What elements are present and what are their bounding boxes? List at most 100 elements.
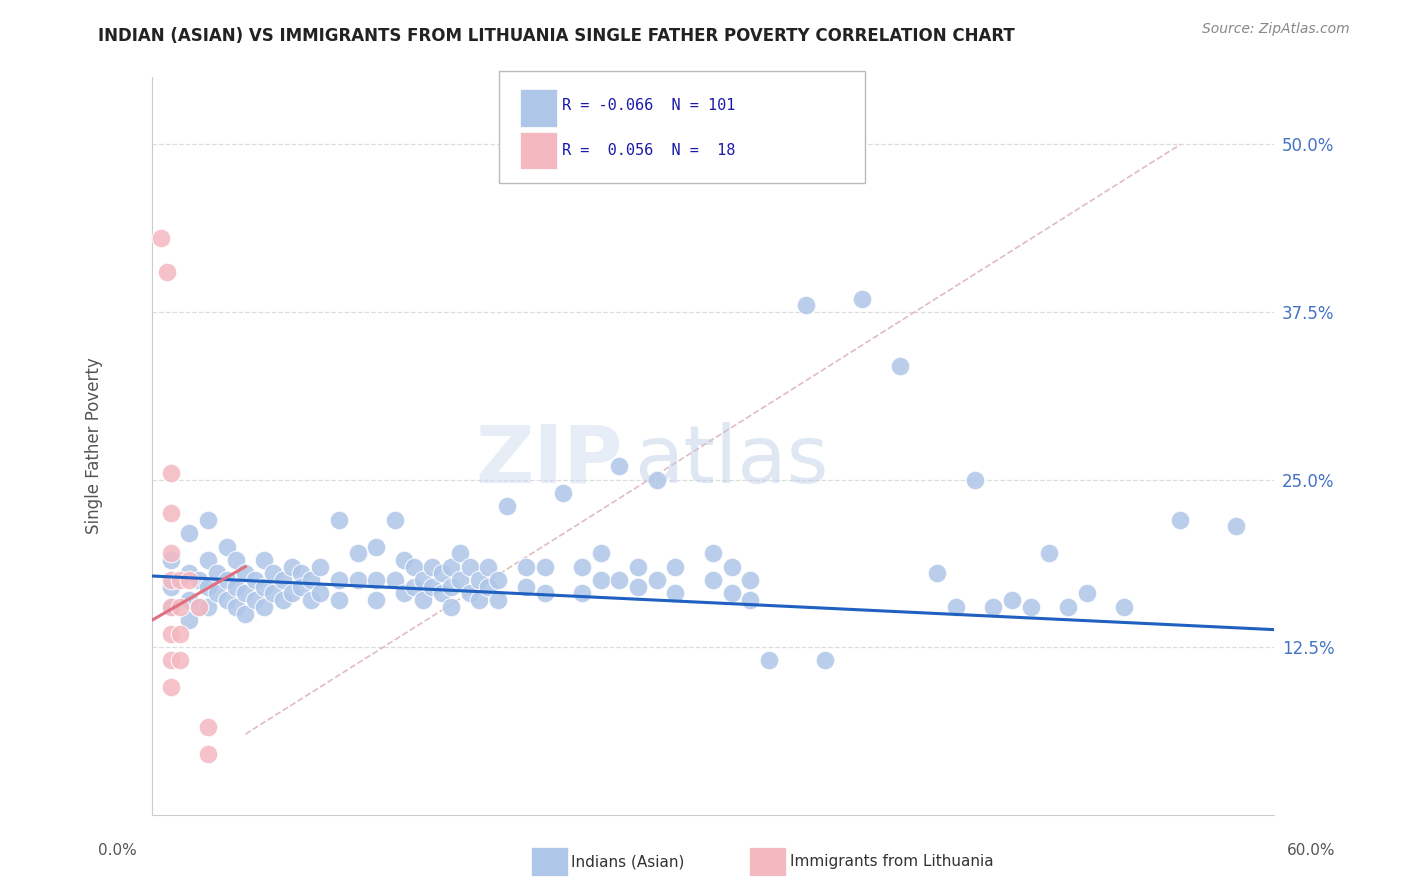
Point bbox=[187, 599, 209, 614]
Point bbox=[159, 546, 181, 560]
Point bbox=[235, 566, 257, 581]
Point bbox=[412, 593, 434, 607]
Point bbox=[740, 593, 762, 607]
Point bbox=[253, 553, 276, 567]
Point bbox=[262, 566, 284, 581]
Y-axis label: Single Father Poverty: Single Father Poverty bbox=[86, 358, 103, 534]
Point bbox=[179, 566, 201, 581]
Point bbox=[477, 580, 499, 594]
Point bbox=[1038, 546, 1060, 560]
Point bbox=[225, 599, 247, 614]
Point bbox=[225, 580, 247, 594]
Point bbox=[720, 559, 742, 574]
Point bbox=[207, 586, 229, 600]
Point bbox=[215, 593, 238, 607]
Point bbox=[702, 546, 724, 560]
Point bbox=[645, 473, 668, 487]
Point bbox=[394, 586, 416, 600]
Point bbox=[290, 566, 312, 581]
Point bbox=[328, 573, 350, 587]
Point bbox=[440, 559, 463, 574]
Point bbox=[366, 540, 388, 554]
Point bbox=[179, 613, 201, 627]
Point bbox=[197, 513, 219, 527]
Point bbox=[328, 593, 350, 607]
Point bbox=[627, 559, 650, 574]
Point bbox=[589, 573, 612, 587]
Point bbox=[197, 599, 219, 614]
Point bbox=[197, 553, 219, 567]
Point bbox=[458, 586, 481, 600]
Point bbox=[1057, 599, 1080, 614]
Point bbox=[927, 566, 949, 581]
Point bbox=[515, 559, 537, 574]
Point bbox=[571, 559, 593, 574]
Point bbox=[702, 573, 724, 587]
Point bbox=[150, 231, 173, 245]
Text: ZIP: ZIP bbox=[475, 422, 623, 500]
Point bbox=[159, 466, 181, 480]
Point bbox=[271, 593, 294, 607]
Point bbox=[197, 747, 219, 762]
Point bbox=[1225, 519, 1247, 533]
Point bbox=[449, 546, 471, 560]
Point bbox=[290, 580, 312, 594]
Point bbox=[169, 599, 191, 614]
Point bbox=[159, 599, 181, 614]
Point bbox=[963, 473, 986, 487]
Point bbox=[515, 580, 537, 594]
Point bbox=[609, 459, 631, 474]
Point bbox=[394, 553, 416, 567]
Point bbox=[422, 580, 444, 594]
Point bbox=[553, 486, 575, 500]
Point bbox=[169, 573, 191, 587]
Point bbox=[179, 573, 201, 587]
Point bbox=[197, 721, 219, 735]
Point bbox=[243, 573, 266, 587]
Point bbox=[169, 626, 191, 640]
Point bbox=[412, 573, 434, 587]
Text: 60.0%: 60.0% bbox=[1288, 843, 1336, 858]
Point bbox=[468, 573, 491, 587]
Point bbox=[430, 586, 453, 600]
Point bbox=[309, 586, 332, 600]
Point bbox=[796, 298, 818, 312]
Point bbox=[402, 559, 425, 574]
Point bbox=[851, 292, 873, 306]
Text: R =  0.056  N =  18: R = 0.056 N = 18 bbox=[562, 144, 735, 158]
Point bbox=[1114, 599, 1136, 614]
Point bbox=[664, 559, 686, 574]
Point bbox=[609, 573, 631, 587]
Point bbox=[422, 559, 444, 574]
Point bbox=[262, 586, 284, 600]
Point bbox=[253, 580, 276, 594]
Point bbox=[253, 599, 276, 614]
Point bbox=[1001, 593, 1024, 607]
Point bbox=[159, 573, 181, 587]
Point bbox=[159, 553, 181, 567]
Text: atlas: atlas bbox=[634, 422, 828, 500]
Point bbox=[430, 566, 453, 581]
Point bbox=[486, 593, 509, 607]
Point bbox=[889, 359, 911, 373]
Point bbox=[440, 599, 463, 614]
Point bbox=[225, 553, 247, 567]
Point bbox=[589, 546, 612, 560]
Point bbox=[328, 513, 350, 527]
Point bbox=[758, 653, 780, 667]
Point bbox=[477, 559, 499, 574]
Point bbox=[281, 586, 304, 600]
Point bbox=[159, 599, 181, 614]
Text: INDIAN (ASIAN) VS IMMIGRANTS FROM LITHUANIA SINGLE FATHER POVERTY CORRELATION CH: INDIAN (ASIAN) VS IMMIGRANTS FROM LITHUA… bbox=[98, 27, 1015, 45]
Point bbox=[156, 265, 179, 279]
Point bbox=[179, 526, 201, 541]
Point bbox=[197, 580, 219, 594]
Point bbox=[402, 580, 425, 594]
Point bbox=[1168, 513, 1191, 527]
Point bbox=[299, 593, 322, 607]
Point bbox=[486, 573, 509, 587]
Point bbox=[468, 593, 491, 607]
Text: 0.0%: 0.0% bbox=[98, 843, 138, 858]
Text: Source: ZipAtlas.com: Source: ZipAtlas.com bbox=[1202, 22, 1350, 37]
Point bbox=[440, 580, 463, 594]
